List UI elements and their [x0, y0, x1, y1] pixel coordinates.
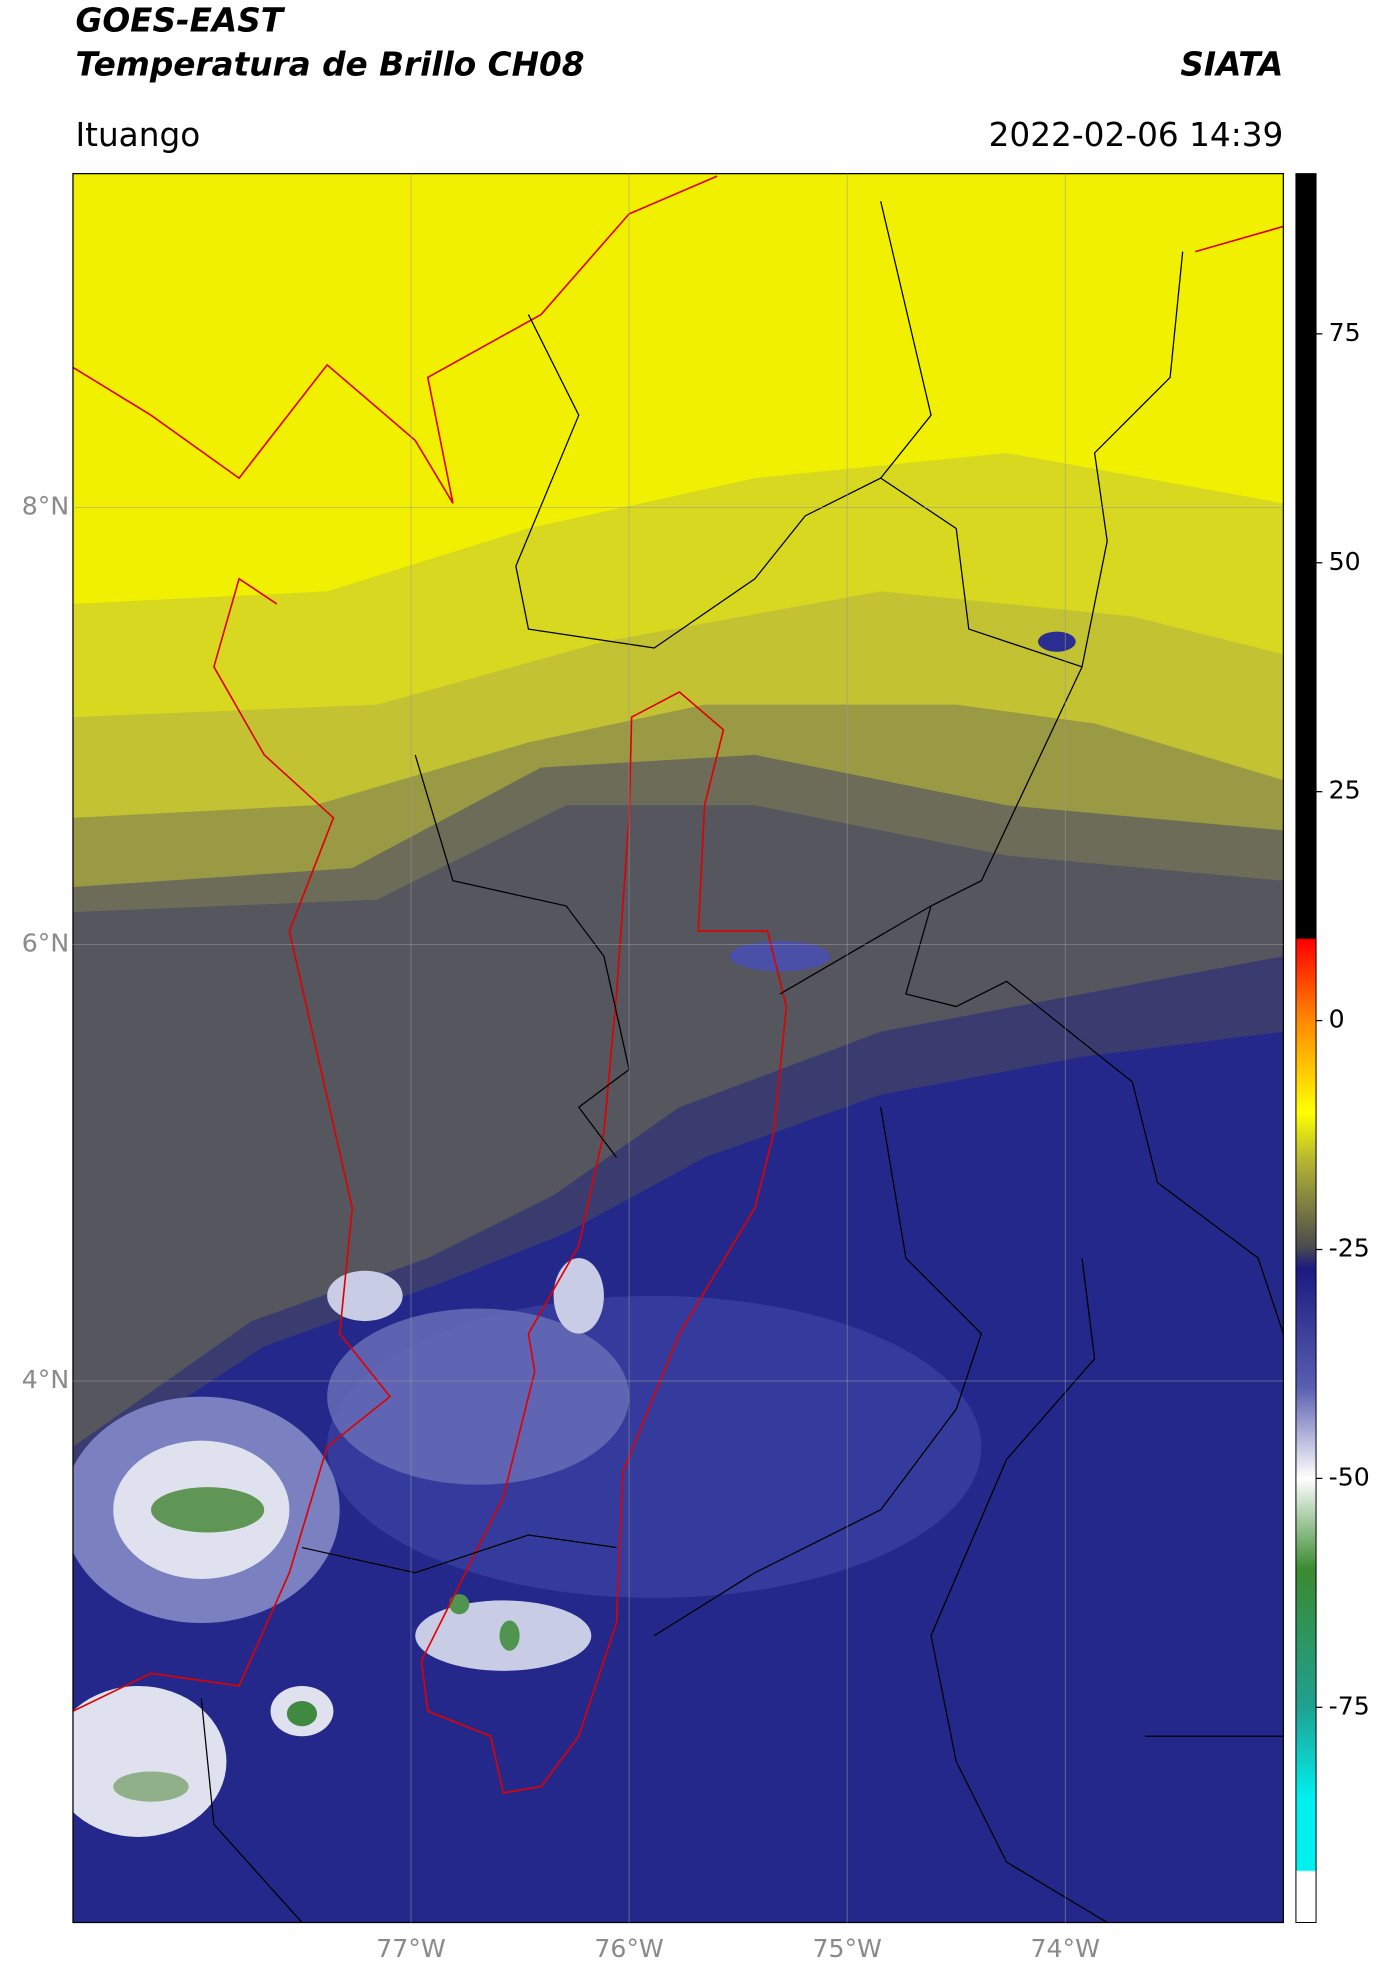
region: Ituango	[75, 116, 200, 154]
subtitle: Temperatura de Brillo CH08	[75, 45, 584, 83]
x-tick-label: 76°W	[594, 1934, 664, 1963]
colorbar-tick-label: -75	[1329, 1691, 1370, 1720]
satellite-image	[72, 173, 1284, 1923]
source: SIATA	[1180, 45, 1283, 83]
x-tick-label: 77°W	[376, 1934, 446, 1963]
colorbar-tick-label: 50	[1329, 547, 1361, 576]
y-tick-label: 4°N	[22, 1365, 69, 1394]
title: GOES-EAST	[75, 1, 285, 39]
colorbar-tick-label: 25	[1329, 776, 1361, 805]
colorbar-tick-label: -25	[1329, 1234, 1370, 1263]
colorbar-tick-label: 75	[1329, 318, 1361, 347]
datetime: 2022-02-06 14:39	[989, 116, 1284, 154]
x-tick-label: 75°W	[812, 1934, 882, 1963]
colorbar-tick-label: -50	[1329, 1462, 1370, 1491]
x-tick-label: 74°W	[1031, 1934, 1101, 1963]
y-tick-label: 8°N	[22, 492, 69, 521]
map-frame	[72, 172, 1284, 1924]
colorbar-tick-label: 0	[1329, 1005, 1345, 1034]
y-tick-label: 6°N	[22, 928, 69, 957]
colorbar	[1295, 173, 1317, 1923]
